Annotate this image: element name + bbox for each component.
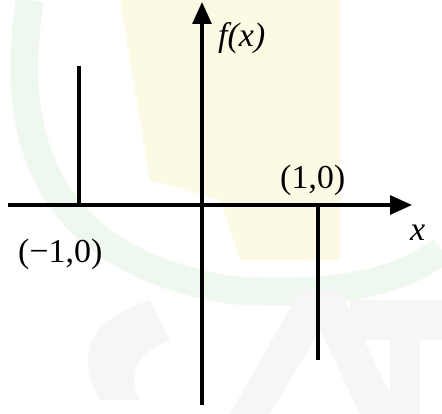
point-label: (−1,0) bbox=[18, 233, 102, 270]
point-label: (1,0) bbox=[280, 159, 345, 196]
x-axis-label: x bbox=[409, 211, 425, 248]
watermark bbox=[10, 0, 442, 414]
axes bbox=[8, 20, 396, 405]
x-arrow bbox=[390, 195, 412, 215]
y-arrow bbox=[192, 2, 212, 24]
y-axis-label: f(x) bbox=[218, 17, 265, 54]
